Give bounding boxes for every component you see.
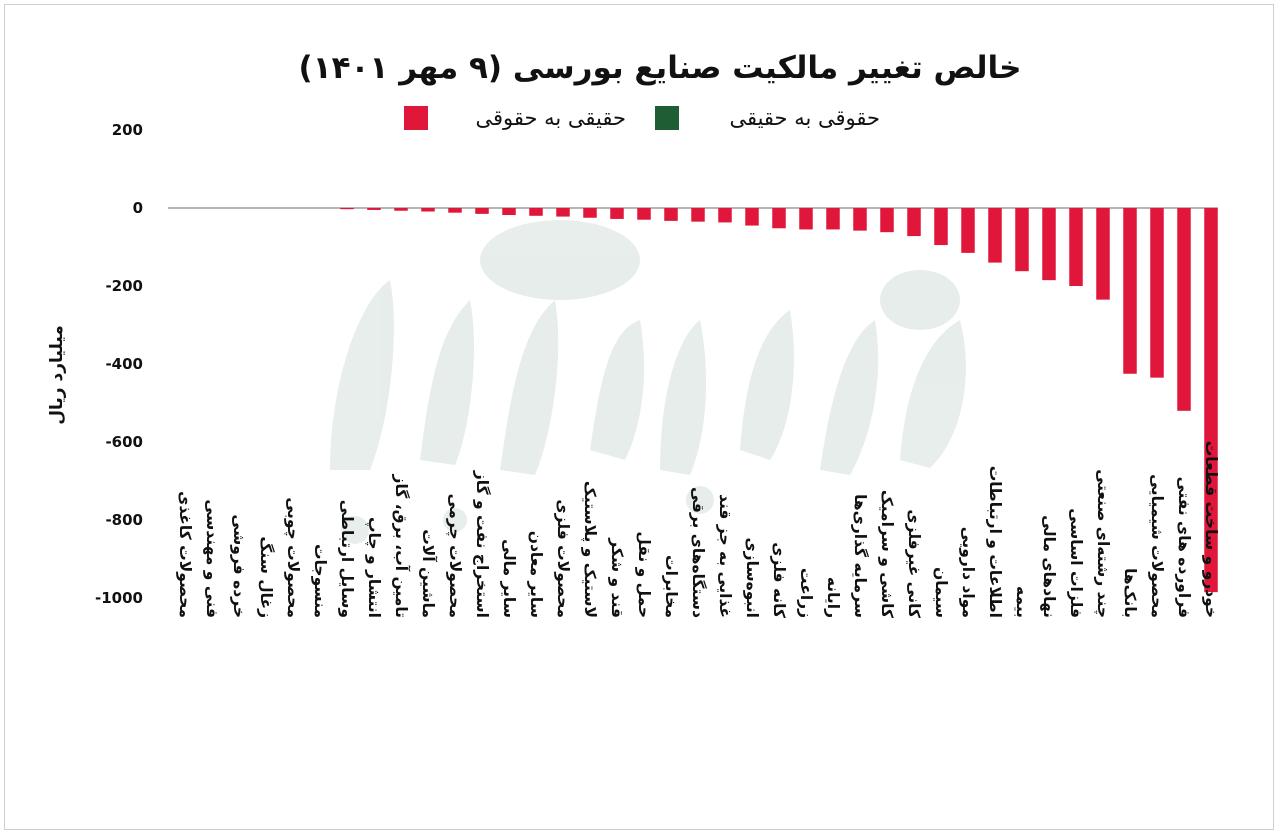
legend: حقوقی به حقیقی حقیقی به حقوقی <box>404 106 880 130</box>
bar <box>907 208 921 237</box>
bar <box>448 208 462 213</box>
category-label: محصولات فلزی <box>554 499 572 618</box>
category-label: بیمه <box>1013 586 1031 618</box>
y-axis-label: میلیارد ریال <box>47 325 67 424</box>
legend-label-green: حقوقی به حقیقی <box>729 106 880 130</box>
category-label: قند و شکر <box>608 537 626 618</box>
category-label: لاستیک و پلاستیک <box>580 481 599 618</box>
chart-title: خالص تغییر مالکیت صنایع بورسی (۹ مهر ۱۴۰… <box>299 50 1022 86</box>
category-label: مخابرات <box>662 555 680 618</box>
category-label: استخراج نفت و گاز <box>473 470 492 618</box>
y-tick-label: 0 <box>133 199 143 217</box>
category-label: اطلاعات و ارتباطات <box>986 466 1004 618</box>
category-label: تامین آب، برق، گاز <box>392 474 411 618</box>
category-label: فراورده های نفتی <box>1175 477 1193 618</box>
bar <box>529 208 543 216</box>
legend-swatch-green <box>655 106 679 130</box>
bar <box>880 208 894 233</box>
bar <box>934 208 948 246</box>
category-label: ماشین آلات <box>419 529 438 618</box>
bar <box>394 208 408 211</box>
bar <box>772 208 786 229</box>
category-label: زغال سنگ <box>257 536 275 618</box>
y-tick-label: -600 <box>105 433 143 451</box>
bar <box>1150 208 1164 378</box>
category-label: فنی و مهندسی <box>203 499 221 618</box>
bar <box>1042 208 1056 281</box>
bar <box>340 208 354 210</box>
bar <box>664 208 678 221</box>
bar <box>1204 208 1218 593</box>
category-label: انتشار و چاپ <box>364 517 383 618</box>
category-label: سیمان <box>932 567 950 618</box>
category-label: محصولات کاغذی <box>176 491 194 618</box>
category-label: فلزات اساسی <box>1067 508 1085 618</box>
category-label: حمل و نقل <box>635 531 653 618</box>
legend-swatch-red <box>404 106 428 130</box>
category-label: کانی غیرفلزی <box>905 509 923 619</box>
category-label: نهادهای مالی <box>1040 515 1058 618</box>
category-label: کانه فلزی <box>770 542 788 619</box>
bars <box>340 208 1218 593</box>
category-label: سایر مالی <box>500 539 518 618</box>
category-label: کاشی و سرامیک <box>878 490 896 619</box>
y-tick-label: -400 <box>105 355 143 373</box>
category-label: محصولات چرمی <box>445 494 464 618</box>
y-tick-label: -800 <box>105 511 143 529</box>
bar <box>367 208 381 210</box>
bar <box>745 208 759 226</box>
bar <box>637 208 651 220</box>
category-label: خرده فروشی <box>230 514 248 618</box>
watermark-logo <box>330 220 966 544</box>
bar <box>502 208 516 216</box>
category-label: محصولات چوبی <box>283 497 302 618</box>
bar <box>583 208 597 218</box>
y-tick-label: -200 <box>105 277 143 295</box>
category-label: دستگاه‌های برقی <box>689 487 708 618</box>
category-label: سرمایه گذاری‌ها <box>851 494 870 618</box>
bar <box>1015 208 1029 272</box>
category-label: انبوه‌سازی <box>743 537 761 618</box>
category-label: مواد دارویی <box>959 527 977 618</box>
category-label: بانک‌ها <box>1121 568 1139 618</box>
bar <box>1177 208 1191 411</box>
bar <box>1069 208 1083 286</box>
y-tick-label: -1000 <box>95 589 143 607</box>
category-label: رایانه <box>824 577 842 618</box>
bar <box>691 208 705 222</box>
bar <box>1096 208 1110 300</box>
bar <box>988 208 1002 263</box>
category-label: زراعت <box>797 568 815 618</box>
legend-label-red: حقیقی به حقوقی <box>475 106 626 130</box>
category-label: محصولات شیمیایی <box>1148 474 1166 618</box>
bar <box>853 208 867 231</box>
bar <box>961 208 975 253</box>
bar <box>556 208 570 217</box>
category-label: وسایل ارتباطی <box>338 500 356 618</box>
bar <box>475 208 489 214</box>
bar <box>1123 208 1137 374</box>
bar <box>421 208 435 212</box>
bar <box>610 208 624 219</box>
chart-frame <box>4 4 1274 830</box>
category-label: سایر معادن <box>527 531 545 618</box>
category-label: خودرو و ساخت قطعات <box>1202 441 1220 618</box>
bar <box>799 208 813 230</box>
category-label: منسوجات <box>311 544 329 618</box>
bar <box>826 208 840 230</box>
y-tick-label: 200 <box>112 121 143 139</box>
category-labels: محصولات کاغذی فنی و مهندسی خرده فروشی زغال … <box>176 441 1220 619</box>
y-axis-ticks: 200 0 -200 -400 -600 -800 -1000 <box>95 121 143 607</box>
category-label: غذایی به جز قند <box>716 494 734 618</box>
bar <box>718 208 732 223</box>
category-label: چند رشته‌ای صنعتی <box>1093 469 1112 618</box>
